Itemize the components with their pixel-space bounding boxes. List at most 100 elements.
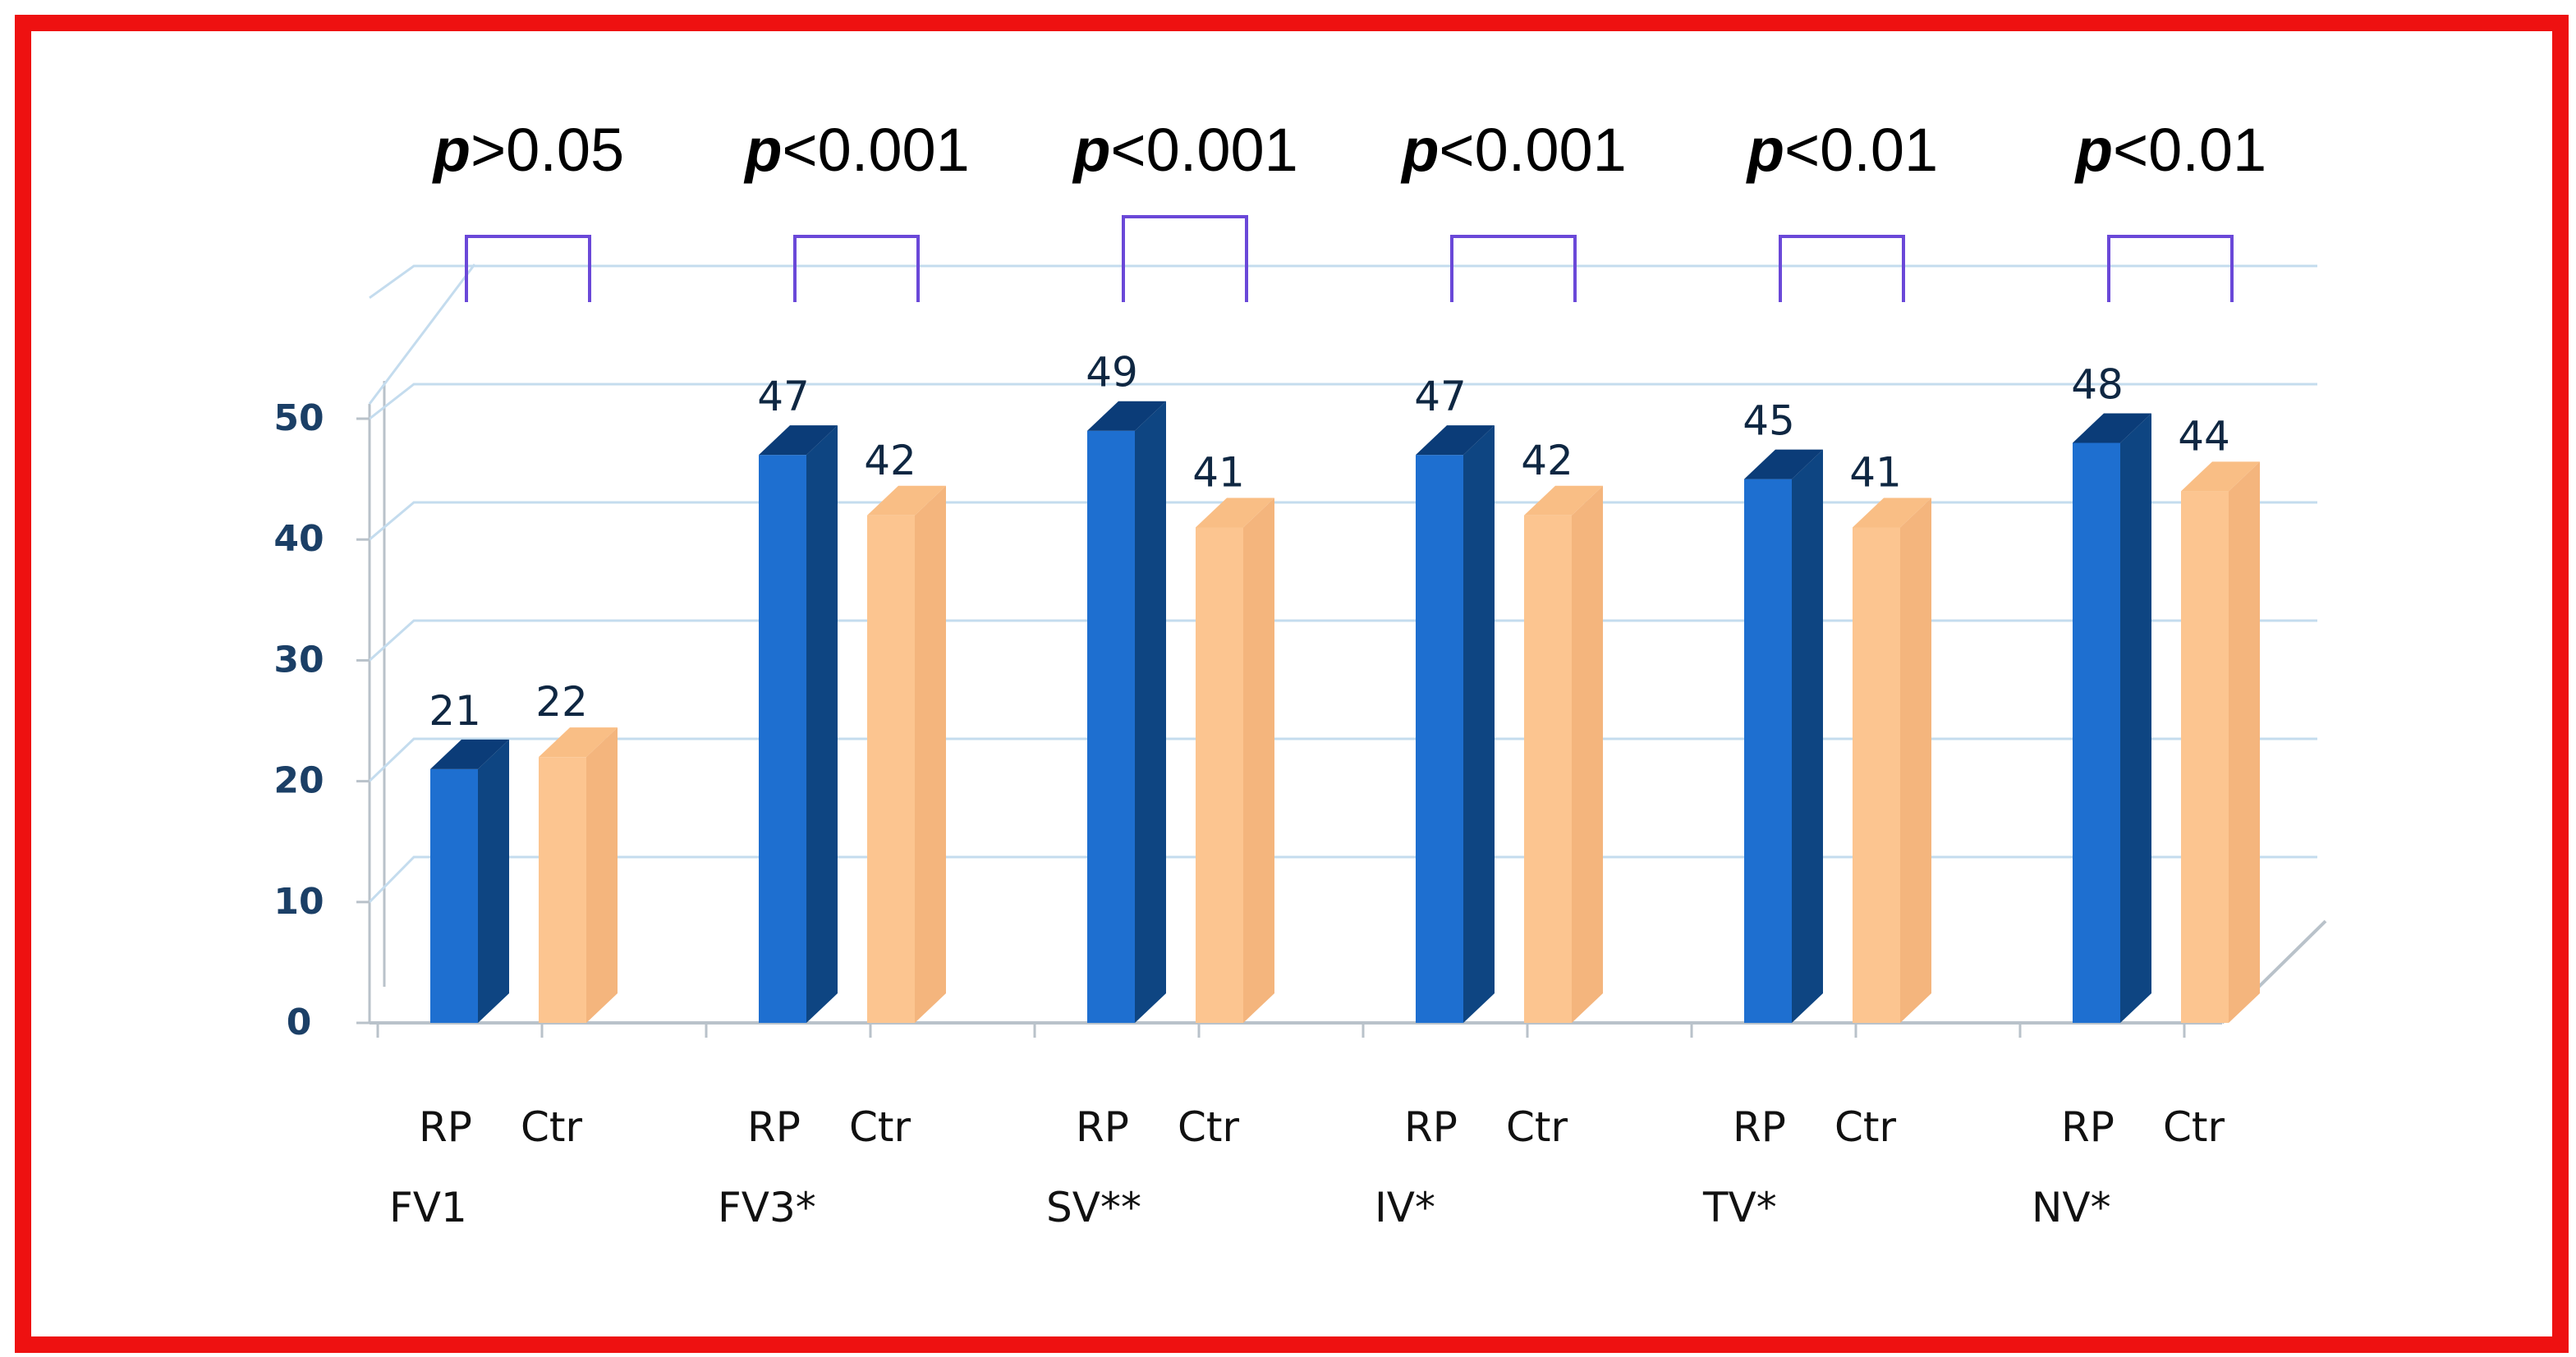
p-symbol: p (743, 116, 782, 184)
category-label: FV1 (389, 1184, 467, 1231)
category-label: IV* (1375, 1184, 1435, 1231)
p-value-label: p<0.01 (1746, 116, 1938, 184)
p-value: >0.05 (471, 116, 624, 184)
x-label-rp: RP (747, 1103, 801, 1151)
p-value-label: p<0.001 (1072, 116, 1298, 184)
bar-rp-front (1744, 479, 1792, 1023)
value-label-rp: 45 (1743, 397, 1795, 445)
gridline (369, 383, 2317, 420)
bar-rp (1416, 425, 1495, 1023)
significance-bracket (1779, 235, 1905, 302)
p-value-label: p<0.001 (1400, 116, 1627, 184)
p-symbol: p (1072, 116, 1110, 184)
bar-rp-top (2073, 413, 2151, 443)
category-label: FV3* (718, 1184, 816, 1231)
bar-ctr-side (1900, 497, 1931, 1023)
value-label-rp: 49 (1086, 349, 1138, 397)
chart-frame: 0 10 20 30 40 50 21 22 47 42 49 41 47 42 45 41 48 44 RP C… (15, 15, 2569, 1353)
p-value-annotations: p>0.05 p<0.001 p<0.001 p<0.001 p<0.01 p<0.01 (432, 116, 2266, 302)
bar-rp (1744, 449, 1823, 1023)
x-label-rp: RP (1733, 1103, 1786, 1151)
gridline (368, 619, 2317, 662)
bar-ctr-side (915, 485, 946, 1023)
category-label: SV** (1046, 1184, 1141, 1231)
bar-rp-front (759, 455, 806, 1023)
value-label-ctr: 41 (1849, 448, 1902, 496)
bar-rp (2073, 413, 2151, 1023)
bar-ctr (539, 727, 618, 1023)
category-label: NV* (2032, 1184, 2111, 1231)
bar-rp-side (2120, 413, 2151, 1023)
bar-ctr-top (1524, 485, 1603, 516)
bar-ctr (1196, 497, 1274, 1023)
y-tick-label: 10 (273, 881, 324, 923)
bar-ctr (2181, 461, 2260, 1023)
side-wall-top-edge (368, 264, 476, 405)
bars (430, 401, 2260, 1024)
p-value: <0.001 (782, 116, 969, 184)
bar-rp-top (1087, 401, 1166, 431)
bar-ctr-side (2229, 461, 2260, 1023)
x-label-rp: RP (419, 1103, 472, 1151)
bar-rp-top (759, 425, 838, 456)
value-label-ctr: 22 (535, 678, 588, 726)
p-value-label: p<0.01 (2074, 116, 2266, 184)
significance-bracket (2107, 235, 2234, 302)
gridlines (368, 264, 2317, 903)
significance-bracket (1122, 215, 1248, 302)
bar-rp-side (1135, 401, 1166, 1024)
bar-rp-side (1463, 425, 1495, 1023)
gridline (369, 501, 2317, 541)
y-tick-label: 40 (273, 518, 324, 560)
value-label-rp: 48 (2071, 360, 2124, 408)
p-value: <0.01 (2113, 116, 2266, 184)
value-label-ctr: 42 (1521, 437, 1573, 484)
gridline (368, 855, 2317, 903)
bar-ctr-front (1853, 527, 1900, 1023)
bar-rp (759, 425, 838, 1023)
y-tick-label: 20 (273, 760, 324, 802)
bar-ctr-top (867, 485, 946, 516)
p-value: <0.01 (1784, 116, 1938, 184)
value-label-rp: 47 (757, 373, 810, 420)
bar-ctr-front (1196, 527, 1243, 1023)
bar-ctr-front (539, 757, 586, 1023)
bar-chart: 0 10 20 30 40 50 21 22 47 42 49 41 47 42 45 41 48 44 RP C… (273, 116, 2327, 1231)
x-label-rp: RP (2061, 1103, 2115, 1151)
value-label-rp: 21 (429, 687, 481, 735)
x-label-ctr: Ctr (521, 1103, 583, 1151)
chart-walls (368, 264, 2327, 1038)
significance-bracket (1450, 235, 1577, 302)
bar-ctr-top (1196, 497, 1274, 528)
x-label-rp: RP (1076, 1103, 1129, 1151)
bar-rp (1087, 401, 1166, 1024)
y-tick-label: 30 (273, 639, 324, 681)
significance-bracket (465, 235, 591, 302)
bar-rp-side (478, 739, 509, 1023)
bar-ctr-top (2181, 461, 2260, 492)
bar-ctr (1524, 485, 1603, 1023)
bar-ctr-top (1853, 497, 1931, 528)
bar-rp-top (1744, 449, 1823, 479)
bar-rp-side (806, 425, 838, 1023)
significance-bracket (793, 235, 920, 302)
bar-ctr (867, 485, 946, 1023)
y-tick-label: 0 (287, 1002, 312, 1043)
value-label-ctr: 42 (864, 437, 916, 484)
p-value: <0.001 (1110, 116, 1297, 184)
bar-ctr-side (586, 727, 618, 1023)
y-tick-label: 50 (273, 397, 324, 439)
x-label-ctr: Ctr (1506, 1103, 1568, 1151)
value-labels: 21 22 47 42 49 41 47 42 45 41 48 44 (429, 349, 2230, 735)
bar-rp-front (1416, 455, 1463, 1023)
x-label-rp: RP (1404, 1103, 1458, 1151)
gridline (369, 264, 2317, 300)
p-value-label: p<0.001 (743, 116, 970, 184)
bar-ctr-front (1524, 515, 1572, 1023)
value-label-ctr: 44 (2178, 412, 2230, 460)
bar-ctr-front (2181, 491, 2229, 1023)
category-label: TV* (1702, 1184, 1777, 1231)
bar-ctr-front (867, 515, 915, 1023)
bar-rp-top (430, 739, 509, 769)
bar-rp-front (430, 768, 478, 1023)
